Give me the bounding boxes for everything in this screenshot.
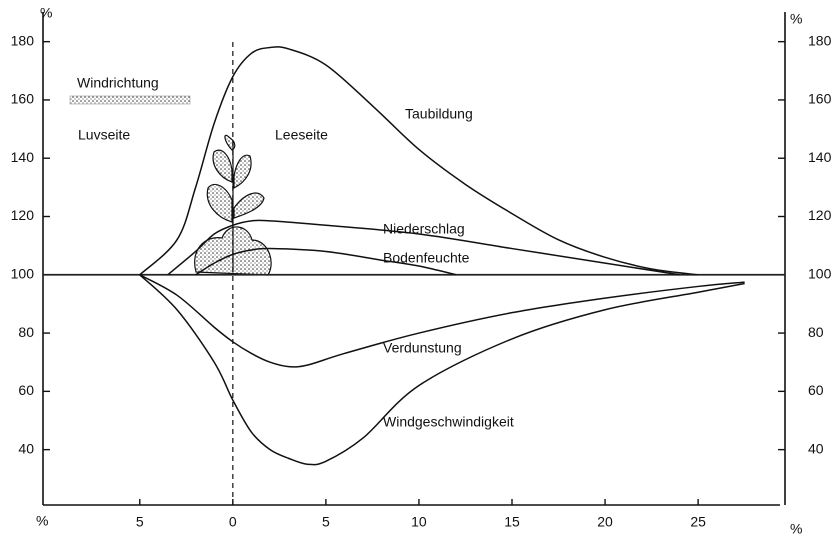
y-tick-label: 80 [18,324,34,340]
y2-tick-label: 160 [808,91,832,107]
series-line [139,46,699,276]
y-tick-label: 120 [11,207,35,223]
y2-tick-label: 100 [808,265,832,281]
y-tick-label: 60 [18,382,34,398]
x-unit-label: % [790,521,802,537]
y-tick-label: 180 [11,32,35,48]
x-tick-label: 5 [136,514,144,530]
y-tick-label: 100 [11,265,35,281]
x-tick-label: 20 [597,514,613,530]
series-line [195,247,457,276]
annotation: Luvseite [78,127,130,143]
y2-unit-label: % [790,11,802,27]
y2-tick-label: 60 [808,382,824,398]
annotation: Windrichtung [77,75,159,91]
x-tick-label: 5 [322,514,330,530]
y2-tick-label: 80 [808,324,824,340]
series-line [139,274,745,466]
x-tick-label: 0 [229,514,237,530]
series-label: Niederschlag [383,221,465,237]
annotation: Leeseite [275,127,328,143]
series-label: Verdunstung [383,340,462,356]
x-tick-label: 25 [690,514,706,530]
series-label: Windgeschwindigkeit [383,414,514,430]
series-line [139,274,745,368]
series-label: Taubildung [405,106,473,122]
y2-tick-label: 120 [808,207,832,223]
x-tick-label: 10 [411,514,427,530]
y2-tick-label: 180 [808,32,832,48]
y-tick-label: 160 [11,91,35,107]
y-tick-label: 140 [11,149,35,165]
y2-tick-label: 140 [808,149,832,165]
y-unit-label: % [40,5,52,21]
wind-arrow [69,95,191,105]
x-tick-label: 15 [504,514,520,530]
series-label: Bodenfeuchte [383,250,470,266]
origin-unit-label: % [36,513,48,529]
series-line [167,219,680,276]
y2-tick-label: 40 [808,440,824,456]
y-tick-label: 40 [18,440,34,456]
